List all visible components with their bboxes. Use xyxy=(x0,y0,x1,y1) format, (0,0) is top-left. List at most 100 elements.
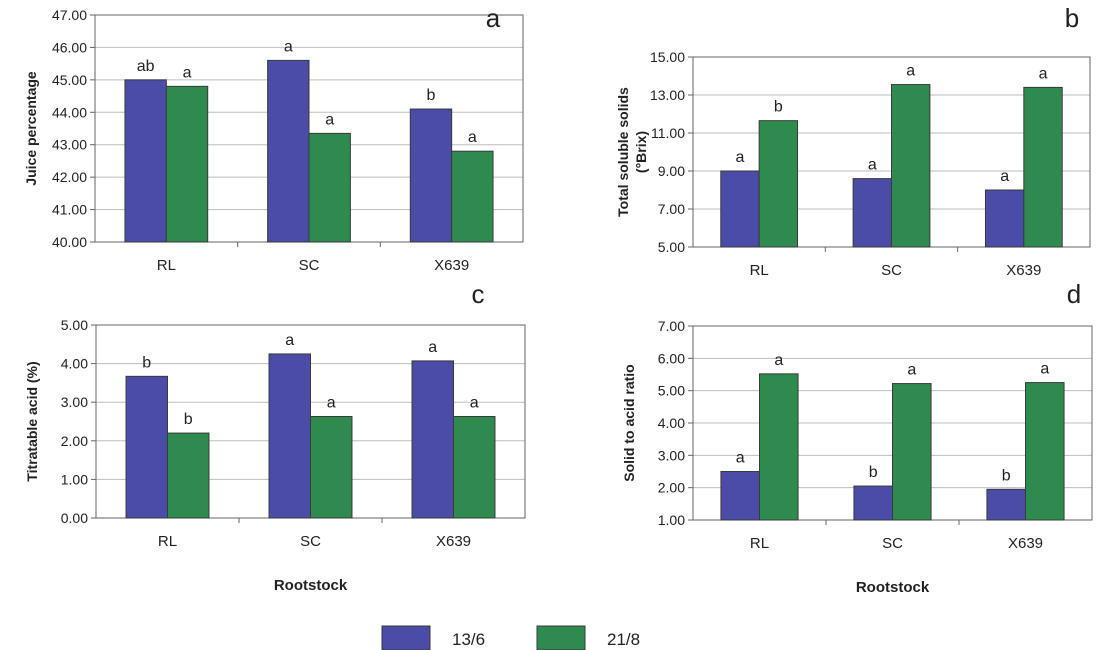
panel-c-ytick-label: 2.00 xyxy=(61,433,88,449)
panel-c-significance-label: b xyxy=(184,411,193,428)
panel-a-significance-label: a xyxy=(284,38,293,55)
panel-c-ytick-label: 4.00 xyxy=(61,356,88,372)
panel-b-category-label: RL xyxy=(750,262,769,279)
panel-c-category-label: X639 xyxy=(436,533,471,550)
panel-c-bar-sc-s2 xyxy=(310,415,353,519)
panel-b-significance-label: b xyxy=(774,99,783,116)
panel-c-category-label: RL xyxy=(158,533,177,550)
panel-d-ytick-label: 3.00 xyxy=(658,447,685,463)
panel-c-ytick-label: 1.00 xyxy=(61,471,88,487)
panel-d-ytick-label: 4.00 xyxy=(658,415,685,431)
panel-a-ytick-label: 47.00 xyxy=(52,7,87,23)
panel-a-bar-x639-s2 xyxy=(451,150,494,243)
panel-b-ytick-label: 15.00 xyxy=(650,49,685,65)
panel-a-significance-label: b xyxy=(427,87,436,104)
panel-c-ylabel: Titratable acid (%) xyxy=(24,361,40,481)
panel-d-significance-label: a xyxy=(736,450,745,467)
panel-a-bar-rl-s1 xyxy=(124,79,167,243)
panel-a-ytick-label: 42.00 xyxy=(52,169,87,185)
panel-a-category-label: RL xyxy=(157,257,176,274)
panel-a-ytick-label: 41.00 xyxy=(52,202,87,218)
panel-b-ytick-label: 11.00 xyxy=(651,125,685,141)
panel-b-significance-label: a xyxy=(1000,168,1009,185)
panel-b-bar-sc-s1 xyxy=(852,178,893,248)
panel-d-ylabel: Solid to acid ratio xyxy=(621,364,637,481)
panel-b-bar-rl-s1 xyxy=(720,170,760,248)
panel-c-significance-label: a xyxy=(327,394,336,411)
panel-b-letter: b xyxy=(1065,3,1079,33)
panel-a-significance-label: a xyxy=(183,64,192,81)
panel-d-letter: d xyxy=(1067,279,1081,309)
panel-c-chart: 0.00 1.00 2.00 3.00 4.00 5.00 RL b b SC a a X639 a a Ti… xyxy=(24,279,526,594)
panel-d-significance-label: a xyxy=(774,352,783,369)
panel-a-bar-sc-s2 xyxy=(308,132,351,243)
panel-c-bar-rl-s1 xyxy=(125,375,168,519)
panel-a-ytick-label: 44.00 xyxy=(52,104,87,120)
panel-d-ytick-label: 2.00 xyxy=(658,480,685,496)
panel-b-significance-label: a xyxy=(1039,65,1048,82)
panel-a-category-label: SC xyxy=(299,257,320,274)
panel-c-ytick-label: 3.00 xyxy=(61,394,88,410)
panel-c-ytick-label: 0.00 xyxy=(61,510,88,526)
panel-c-letter: c xyxy=(472,279,485,309)
panel-a-chart: 40.00 41.00 42.00 43.00 44.00 45.00 46.00 47.00… xyxy=(23,3,524,274)
panel-d-significance-label: b xyxy=(869,464,878,481)
panel-a-ytick-label: 45.00 xyxy=(52,72,87,88)
panel-c-bar-x639-s1 xyxy=(411,360,454,519)
panel-b-category-label: SC xyxy=(881,262,902,279)
panel-d-category-label: RL xyxy=(750,535,769,552)
panel-b-bar-x639-s1 xyxy=(984,189,1025,248)
panel-a-ytick-label: 46.00 xyxy=(52,39,87,55)
panel-c-significance-label: a xyxy=(428,339,437,356)
panel-d-ytick-label: 7.00 xyxy=(658,318,685,334)
panel-b-significance-label: a xyxy=(736,149,745,166)
legend-label-13-6: 13/6 xyxy=(452,630,485,649)
panel-a-significance-label: a xyxy=(468,129,477,146)
panel-d-significance-label: b xyxy=(1002,467,1011,484)
legend: 13/6 21/8 xyxy=(381,625,640,650)
panel-d-xlabel: Rootstock xyxy=(856,579,930,596)
panel-a-bar-x639-s1 xyxy=(409,108,453,243)
panel-a-significance-label: ab xyxy=(137,58,155,75)
panel-c-significance-label: a xyxy=(470,394,479,411)
panel-d-category-label: X639 xyxy=(1008,535,1043,552)
panel-b-bar-sc-s2 xyxy=(891,84,931,248)
panel-c-xlabel: Rootstock xyxy=(274,577,348,594)
panel-a-significance-label: a xyxy=(325,111,334,128)
panel-a-ytick-label: 40.00 xyxy=(52,234,87,250)
panel-c-bar-rl-s2 xyxy=(167,432,210,519)
panel-d-bar-sc-s2 xyxy=(892,383,932,521)
panel-d-bar-rl-s2 xyxy=(759,373,799,521)
panel-d-significance-label: a xyxy=(1040,361,1049,378)
panel-a-bar-rl-s2 xyxy=(165,85,209,243)
panel-d-category-label: SC xyxy=(882,535,903,552)
panel-b-ylabel: Total soluble solids xyxy=(615,87,631,217)
panel-d-significance-label: a xyxy=(907,362,916,379)
panel-d-ytick-label: 6.00 xyxy=(658,350,685,366)
panel-b-significance-label: a xyxy=(868,157,877,174)
panel-b-chart: 5.00 7.00 9.00 11.00 13.00 15.00 RL a b SC a a X639 a… xyxy=(615,3,1091,279)
panel-b-ylabel-unit: (°Brix) xyxy=(633,131,649,173)
panel-a-letter: a xyxy=(486,3,501,33)
panel-a-ylabel: Juice percentage xyxy=(23,71,39,186)
panel-c-bar-x639-s2 xyxy=(453,415,496,519)
panel-c-significance-label: b xyxy=(142,354,151,371)
panel-a-bar-sc-s1 xyxy=(267,59,310,243)
panel-b-bar-rl-s2 xyxy=(758,120,799,248)
panel-c-ytick-label: 5.00 xyxy=(61,317,88,333)
panel-d-bar-rl-s1 xyxy=(720,471,760,521)
panel-d-ytick-label: 1.00 xyxy=(658,512,685,528)
panel-b-ytick-label: 7.00 xyxy=(658,201,685,217)
panel-b-significance-label: a xyxy=(906,63,915,80)
panel-d-bar-sc-s1 xyxy=(853,485,893,521)
panel-b-bar-x639-s2 xyxy=(1023,86,1063,248)
panel-d-chart: 1.00 2.00 3.00 4.00 5.00 6.00 7.00 RL a a SC b a X639… xyxy=(621,279,1093,596)
legend-swatch-21-8 xyxy=(536,625,586,650)
panel-c-significance-label: a xyxy=(285,332,294,349)
panel-d-ytick-label: 5.00 xyxy=(658,383,685,399)
panel-a-category-label: X639 xyxy=(434,257,469,274)
panel-d-bar-x639-s2 xyxy=(1025,382,1065,521)
panel-b-ytick-label: 5.00 xyxy=(658,239,685,255)
legend-swatch-13-6 xyxy=(381,625,431,650)
